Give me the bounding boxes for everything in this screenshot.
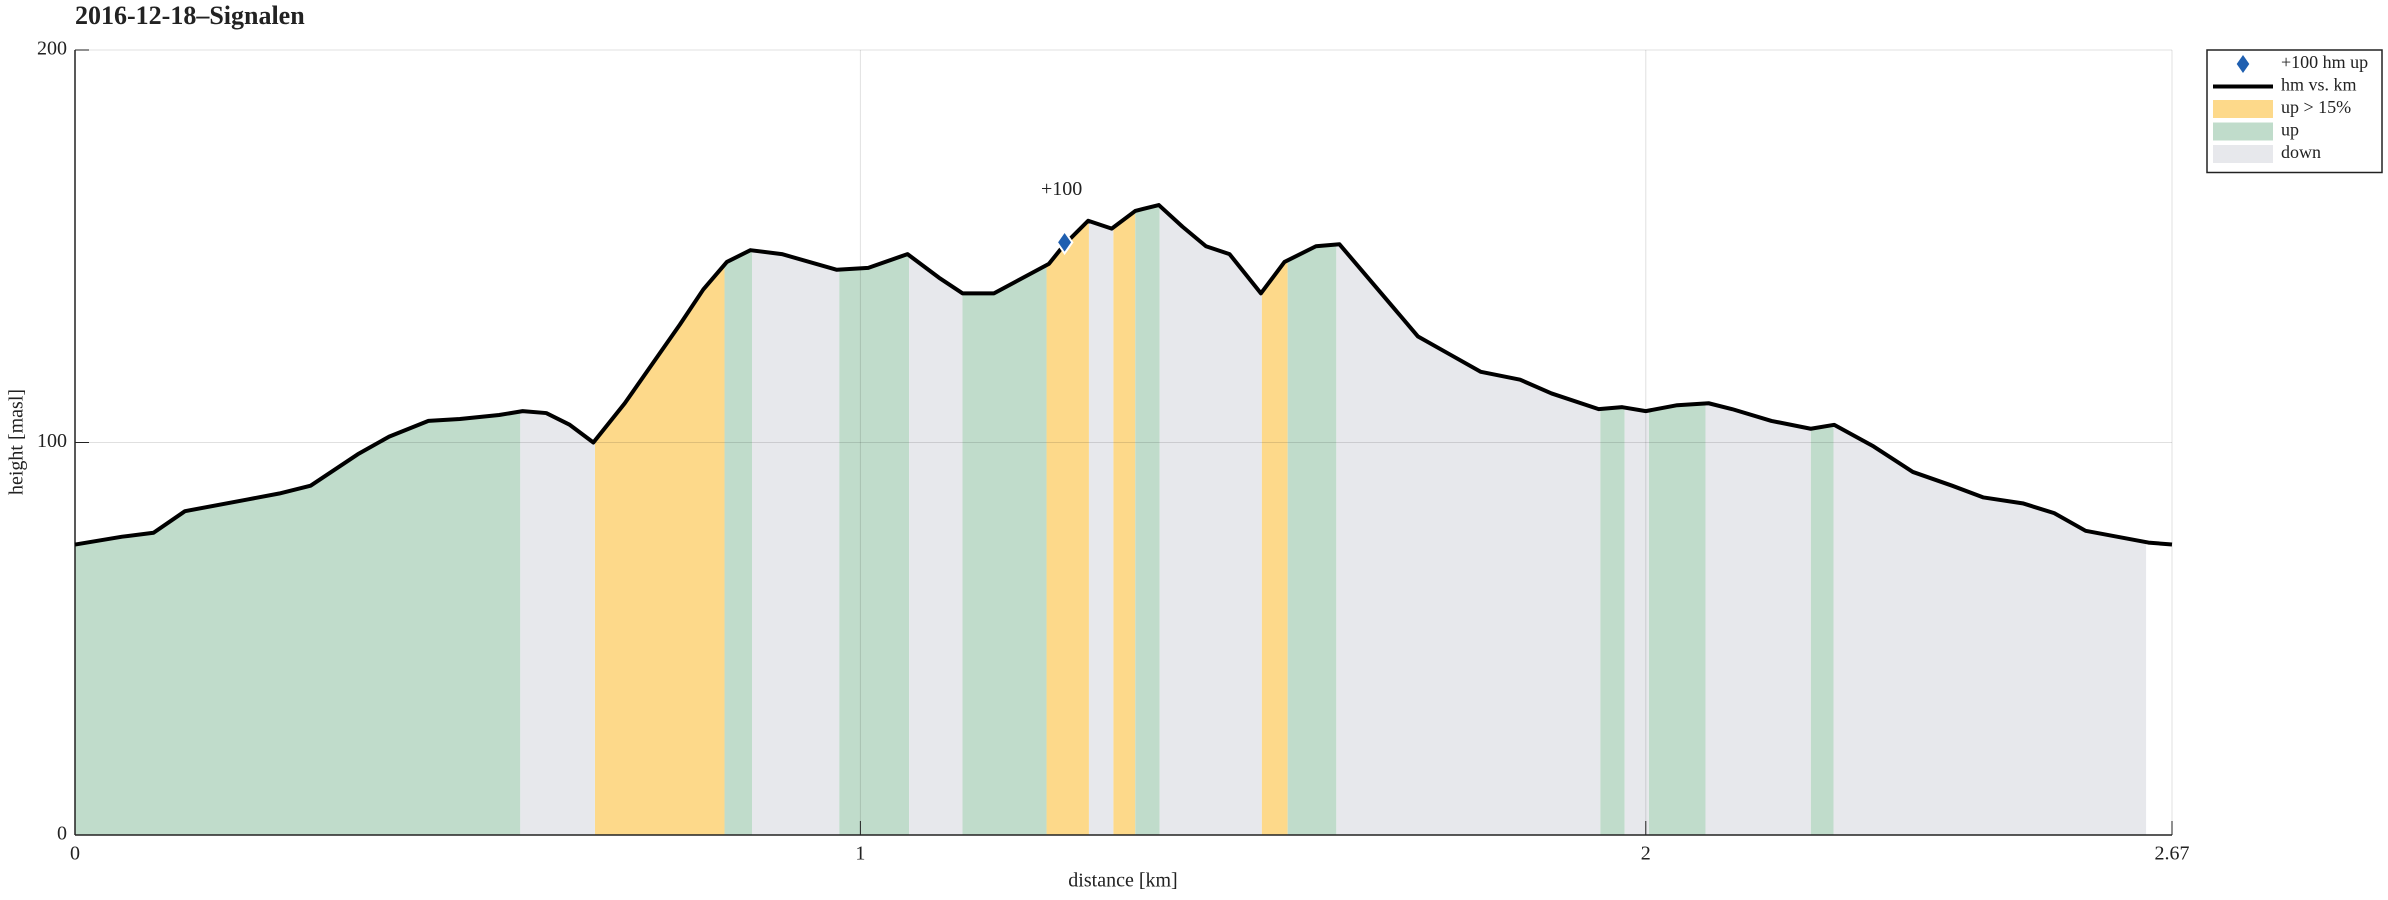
legend-label: +100 hm up <box>2281 52 2368 72</box>
x-tick-label: 2.67 <box>2155 843 2190 865</box>
chart-title: 2016-12-18–Signalen <box>75 1 305 30</box>
marker <box>1055 229 1074 256</box>
y-tick-label: 100 <box>37 430 67 452</box>
area-band <box>1159 205 1262 835</box>
legend-marker <box>2236 55 2250 73</box>
area-band <box>839 205 910 835</box>
legend-label: up > 15% <box>2281 97 2351 117</box>
area-band <box>1135 205 1160 835</box>
legend-swatch <box>2213 122 2273 141</box>
area-band <box>1287 205 1337 835</box>
y-tick-label: 0 <box>57 823 67 845</box>
y-axis-label: height [masl] <box>6 389 28 495</box>
legend-label: hm vs. km <box>2281 75 2357 95</box>
x-tick-label: 1 <box>855 843 865 865</box>
area-band <box>1261 205 1288 835</box>
x-tick-label: 2 <box>1641 843 1651 865</box>
legend-label: up <box>2281 120 2299 140</box>
legend-label: down <box>2281 142 2321 162</box>
area-band <box>724 205 753 835</box>
legend-swatch <box>2213 145 2273 163</box>
annotation: +100 <box>1041 178 1082 200</box>
area-band <box>1113 205 1136 835</box>
area-band <box>1088 205 1114 835</box>
area-band <box>962 205 1047 835</box>
y-tick-label: 200 <box>37 38 67 60</box>
area-band <box>909 205 963 835</box>
profile-line <box>74 203 2173 547</box>
x-tick-label: 0 <box>70 843 80 865</box>
legend-swatch <box>2213 100 2273 118</box>
area-band <box>752 205 840 835</box>
area-band <box>1046 205 1089 835</box>
x-axis-label: distance [km] <box>1068 870 1177 892</box>
